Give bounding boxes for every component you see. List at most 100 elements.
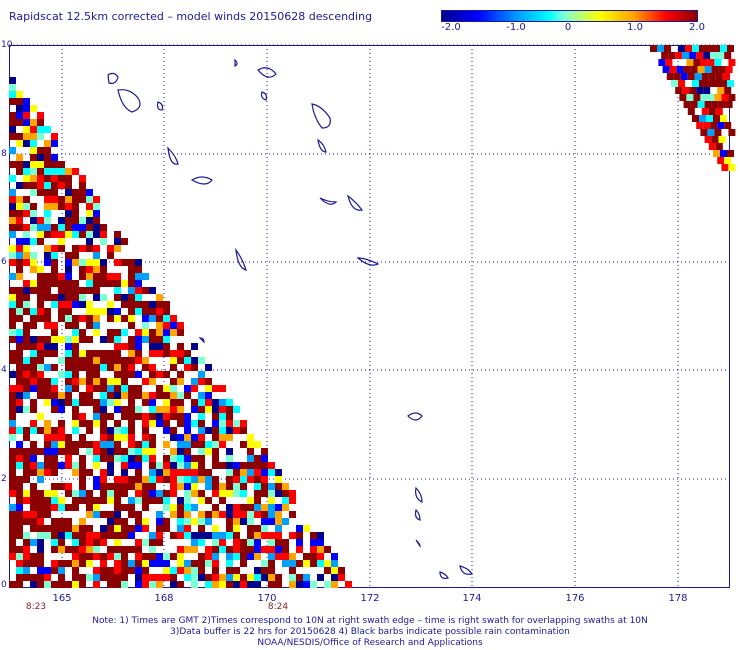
y-tick-label: 8 (1, 149, 7, 159)
wind-cell (79, 518, 86, 525)
wind-cell (79, 329, 86, 336)
wind-cell (16, 574, 23, 581)
wind-cell (51, 259, 58, 266)
wind-cell (72, 259, 79, 266)
wind-cell (268, 539, 275, 546)
wind-cell (331, 581, 338, 588)
wind-cell (93, 245, 100, 252)
wind-cell (121, 294, 128, 301)
colorbar-tick-label: 2.0 (689, 22, 705, 33)
wind-cell (16, 518, 23, 525)
wind-cell (713, 150, 720, 157)
wind-cell (100, 385, 107, 392)
wind-cell (37, 315, 44, 322)
wind-cell (714, 94, 722, 101)
wind-cell (93, 231, 100, 238)
x-tick-label: 170 (257, 593, 277, 604)
wind-cell (212, 504, 219, 511)
wind-cell (86, 210, 93, 217)
wind-cell (44, 455, 51, 462)
y-tick-label: 10 (1, 40, 13, 50)
wind-cell (296, 581, 303, 588)
wind-cell (205, 378, 212, 385)
wind-cell (58, 532, 65, 539)
wind-cell (128, 364, 135, 371)
wind-cell (156, 350, 163, 357)
wind-cell (163, 406, 170, 413)
wind-cell (65, 560, 72, 567)
wind-cell (23, 203, 30, 210)
wind-cell (212, 420, 219, 427)
wind-cell (107, 329, 114, 336)
wind-cell (37, 497, 44, 504)
wind-cell (44, 574, 51, 581)
wind-cell (44, 287, 51, 294)
wind-cell (9, 385, 16, 392)
wind-cell (79, 469, 86, 476)
wind-cell (156, 343, 163, 350)
wind-cell (233, 574, 240, 581)
wind-cell (261, 504, 268, 511)
wind-cell (51, 490, 58, 497)
wind-cell (707, 129, 715, 136)
wind-cell (79, 539, 86, 546)
wind-cell (135, 371, 142, 378)
wind-cell (268, 553, 275, 560)
wind-cell (219, 511, 226, 518)
wind-cell (303, 553, 310, 560)
wind-cell (44, 259, 51, 266)
wind-cell (86, 532, 93, 539)
wind-cell (100, 434, 107, 441)
wind-cell (44, 322, 51, 329)
wind-cell (233, 427, 240, 434)
wind-cell (254, 455, 261, 462)
wind-cell (16, 245, 23, 252)
wind-cell (184, 490, 191, 497)
wind-cell (114, 560, 121, 567)
wind-cell (23, 560, 30, 567)
wind-cell (240, 546, 247, 553)
wind-cell (107, 357, 114, 364)
wind-cell (317, 539, 324, 546)
wind-cell (170, 315, 177, 322)
wind-cell (254, 539, 261, 546)
wind-cell (289, 553, 296, 560)
wind-cell (44, 154, 51, 161)
wind-cell (79, 413, 86, 420)
wind-cell (16, 364, 23, 371)
wind-cell (30, 364, 37, 371)
wind-cell (275, 469, 282, 476)
wind-cell (177, 462, 184, 469)
wind-cell (44, 231, 51, 238)
wind-cell (163, 560, 170, 567)
wind-cell (30, 154, 37, 161)
wind-cell (205, 553, 212, 560)
wind-cell (23, 294, 30, 301)
wind-cell (191, 574, 198, 581)
wind-cell (100, 455, 107, 462)
wind-cell (142, 301, 149, 308)
wind-cell (345, 581, 352, 588)
wind-cell (706, 45, 713, 52)
wind-cell (156, 560, 163, 567)
wind-cell (699, 80, 706, 87)
wind-cell (72, 301, 79, 308)
wind-cell (37, 413, 44, 420)
wind-cell (718, 101, 726, 108)
wind-cell (72, 469, 79, 476)
wind-cell (30, 322, 37, 329)
wind-cell (177, 399, 184, 406)
wind-cell (86, 245, 93, 252)
wind-cell (79, 420, 86, 427)
wind-cell (128, 392, 135, 399)
wind-cell (93, 308, 100, 315)
wind-cell (65, 210, 72, 217)
wind-cell (86, 308, 93, 315)
wind-cell (693, 59, 701, 66)
wind-cell (721, 164, 729, 171)
wind-cell (693, 94, 701, 101)
wind-cell (30, 441, 37, 448)
wind-cell (184, 525, 191, 532)
wind-cell (79, 497, 86, 504)
wind-cell (51, 567, 58, 574)
